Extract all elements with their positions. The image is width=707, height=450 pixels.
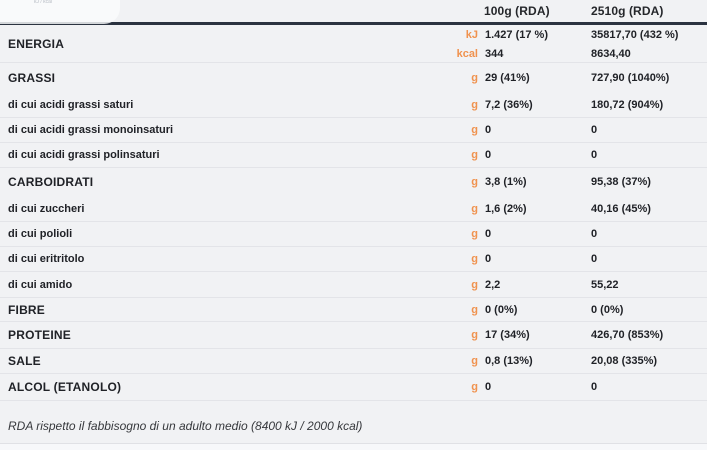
value-rda: 0 bbox=[591, 124, 598, 136]
cutoff-tooltip: kJ / kcal bbox=[0, 0, 120, 24]
value-rda: 0 bbox=[591, 228, 598, 240]
value-rda: 40,16 (45%) bbox=[591, 202, 651, 215]
value-100g: 1.427 (17 %) bbox=[485, 28, 548, 41]
row-amido: di cui amido g 2,2 55,22 bbox=[0, 272, 707, 298]
unit-g: g bbox=[471, 381, 478, 393]
value-rda: 55,22 bbox=[591, 278, 619, 291]
row-carboidrati: CARBOIDRATI g 3,8 (1%) 95,38 (37%) bbox=[0, 168, 707, 196]
value-100g: 2,2 bbox=[485, 278, 501, 291]
row-proteine: PROTEINE g 17 (34%) 426,70 (853%) bbox=[0, 322, 707, 349]
unit-g: g bbox=[471, 303, 478, 316]
row-label: di cui acidi grassi polinsaturi bbox=[8, 149, 160, 161]
row-label: di cui polioli bbox=[8, 228, 73, 240]
value-rda: 0 (0%) bbox=[591, 303, 624, 316]
value-100g: 0 bbox=[485, 381, 492, 393]
row-alcol: ALCOL (ETANOLO) g 0 0 bbox=[0, 374, 707, 401]
row-polioli: di cui polioli g 0 0 bbox=[0, 222, 707, 247]
value-100g: 0 bbox=[485, 124, 492, 136]
row-grassi-polinsaturi: di cui acidi grassi polinsaturi g 0 0 bbox=[0, 143, 707, 168]
row-fibre: FIBRE g 0 (0%) 0 (0%) bbox=[0, 298, 707, 322]
value-rda: 727,90 (1040%) bbox=[591, 71, 670, 84]
unit-g: g bbox=[471, 98, 478, 111]
row-label: GRASSI bbox=[8, 70, 56, 85]
value-rda: 0 bbox=[591, 253, 598, 265]
row-label: di cui amido bbox=[8, 278, 73, 291]
value-rda: 180,72 (904%) bbox=[591, 98, 664, 111]
value-rda: 8634,40 bbox=[591, 47, 631, 60]
row-label: PROTEINE bbox=[8, 328, 71, 342]
row-label: di cui zuccheri bbox=[8, 202, 85, 215]
column-header-100g: 100g (RDA) bbox=[484, 4, 550, 18]
unit-g: g bbox=[471, 124, 478, 136]
row-sale: SALE g 0,8 (13%) 20,08 (335%) bbox=[0, 349, 707, 374]
bottom-divider bbox=[0, 443, 707, 444]
row-eritritolo: di cui eritritolo g 0 0 bbox=[0, 247, 707, 272]
unit-g: g bbox=[471, 202, 478, 215]
unit-kcal: kcal bbox=[456, 47, 478, 60]
value-100g: 29 (41%) bbox=[485, 71, 530, 84]
value-100g: 1,6 (2%) bbox=[485, 202, 527, 215]
unit-g: g bbox=[471, 149, 478, 161]
column-header-rda: 2510g (RDA) bbox=[591, 4, 664, 18]
value-rda: 95,38 (37%) bbox=[591, 176, 651, 188]
row-label: CARBOIDRATI bbox=[8, 175, 94, 189]
value-rda: 426,70 (853%) bbox=[591, 329, 664, 341]
value-100g: 344 bbox=[485, 47, 504, 60]
bottom-strip bbox=[0, 444, 707, 450]
row-energia: ENERGIA kJ 1.427 (17 %) 35817,70 (432 %)… bbox=[0, 25, 707, 63]
value-100g: 0 (0%) bbox=[485, 303, 518, 316]
value-rda: 0 bbox=[591, 149, 598, 161]
value-100g: 0 bbox=[485, 253, 492, 265]
nutrition-rows: ENERGIA kJ 1.427 (17 %) 35817,70 (432 %)… bbox=[0, 25, 707, 401]
row-label: di cui acidi grassi saturi bbox=[8, 98, 134, 111]
unit-g: g bbox=[471, 329, 478, 341]
unit-g: g bbox=[471, 355, 478, 367]
value-100g: 7,2 (36%) bbox=[485, 98, 533, 111]
unit-g: g bbox=[471, 71, 478, 84]
unit-kj: kJ bbox=[465, 28, 478, 41]
value-100g: 0,8 (13%) bbox=[485, 355, 533, 367]
rda-footnote: RDA rispetto il fabbisogno di un adulto … bbox=[8, 419, 363, 433]
top-divider bbox=[0, 22, 707, 25]
unit-g: g bbox=[471, 228, 478, 240]
row-grassi-saturi: di cui acidi grassi saturi g 7,2 (36%) 1… bbox=[0, 92, 707, 118]
row-label: ALCOL (ETANOLO) bbox=[8, 380, 122, 394]
row-label: FIBRE bbox=[8, 302, 45, 317]
row-zuccheri: di cui zuccheri g 1,6 (2%) 40,16 (45%) bbox=[0, 196, 707, 222]
value-rda: 0 bbox=[591, 381, 598, 393]
row-label: di cui acidi grassi monoinsaturi bbox=[8, 124, 174, 136]
value-rda: 35817,70 (432 %) bbox=[591, 28, 679, 41]
row-grassi-monoinsaturi: di cui acidi grassi monoinsaturi g 0 0 bbox=[0, 118, 707, 143]
row-label: di cui eritritolo bbox=[8, 253, 85, 265]
value-rda: 20,08 (335%) bbox=[591, 355, 658, 367]
unit-g: g bbox=[471, 176, 478, 188]
value-100g: 3,8 (1%) bbox=[485, 176, 527, 188]
value-100g: 0 bbox=[485, 228, 492, 240]
row-label: ENERGIA bbox=[8, 37, 65, 51]
row-label: SALE bbox=[8, 354, 41, 368]
tooltip-fragment-text: kJ / kcal bbox=[34, 0, 53, 5]
value-100g: 17 (34%) bbox=[485, 329, 530, 341]
unit-g: g bbox=[471, 253, 478, 265]
unit-g: g bbox=[471, 278, 478, 291]
row-grassi: GRASSI g 29 (41%) 727,90 (1040%) bbox=[0, 63, 707, 92]
value-100g: 0 bbox=[485, 149, 492, 161]
